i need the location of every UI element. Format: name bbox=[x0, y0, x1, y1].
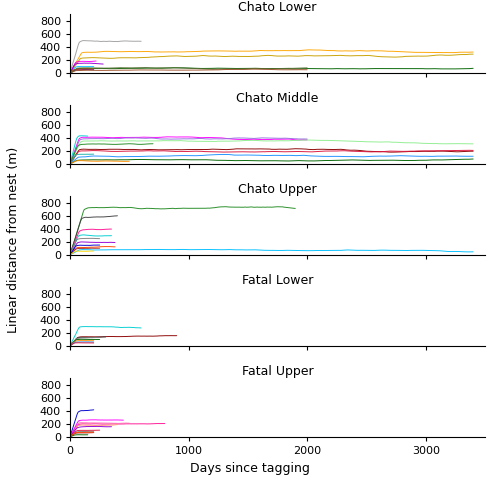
Title: Chato Middle: Chato Middle bbox=[236, 92, 318, 105]
Title: Chato Lower: Chato Lower bbox=[238, 1, 316, 14]
Title: Fatal Lower: Fatal Lower bbox=[242, 274, 313, 287]
Title: Fatal Upper: Fatal Upper bbox=[242, 365, 314, 378]
Text: Days since tagging: Days since tagging bbox=[190, 462, 310, 475]
Title: Chato Upper: Chato Upper bbox=[238, 183, 317, 196]
Text: Linear distance from nest (m): Linear distance from nest (m) bbox=[8, 147, 20, 333]
